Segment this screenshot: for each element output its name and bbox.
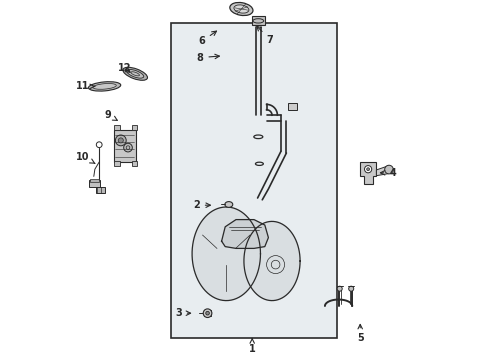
Ellipse shape [234,5,249,13]
Ellipse shape [225,202,233,207]
Bar [114,130,136,162]
Polygon shape [221,220,269,248]
Text: 11: 11 [75,81,95,91]
Bar [96,187,104,193]
Text: 12: 12 [118,63,131,73]
Circle shape [349,286,354,291]
Ellipse shape [127,69,144,78]
Circle shape [365,166,372,173]
Text: 7: 7 [257,26,273,45]
Bar [89,180,100,187]
Text: 8: 8 [196,53,220,63]
Bar [288,103,297,110]
Bar [90,179,99,182]
Circle shape [123,143,132,152]
Bar [132,161,137,166]
Text: 3: 3 [175,308,191,318]
Circle shape [203,309,212,318]
Ellipse shape [230,3,253,15]
Text: 9: 9 [105,110,118,121]
Bar [114,161,120,166]
Text: 6: 6 [198,31,217,46]
Circle shape [337,286,342,291]
Circle shape [116,135,126,146]
Bar [114,125,120,130]
Ellipse shape [89,82,121,91]
Text: 10: 10 [76,152,95,163]
Circle shape [367,168,369,171]
Polygon shape [360,162,376,184]
Bar [204,310,211,316]
Text: 5: 5 [357,324,364,343]
Ellipse shape [123,67,147,80]
Bar [171,23,337,338]
Circle shape [385,165,393,174]
Bar [132,125,137,130]
Circle shape [118,138,123,143]
Bar [252,16,265,25]
Text: 1: 1 [249,338,256,354]
Polygon shape [376,166,389,176]
Ellipse shape [93,84,116,89]
Text: 2: 2 [193,200,210,210]
Polygon shape [244,221,300,301]
Text: 4: 4 [380,168,396,178]
Polygon shape [192,207,261,301]
Circle shape [206,311,209,315]
